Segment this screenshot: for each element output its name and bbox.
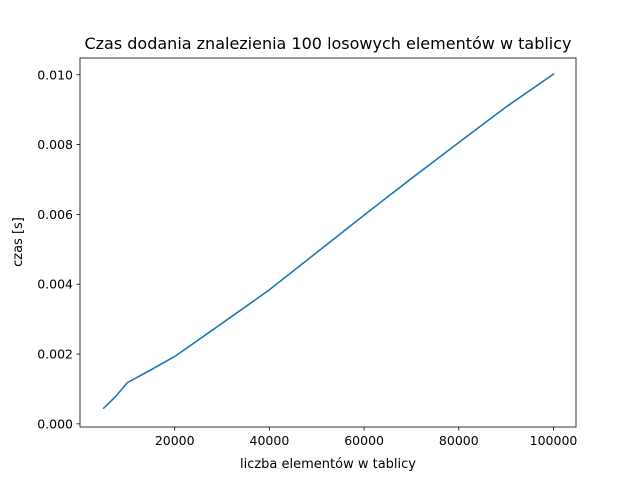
ticks-layer: 20000 40000 60000 80000 100000 0.000 0.002 0.00…	[37, 67, 577, 448]
y-tick-label: 0.010	[37, 67, 73, 82]
x-tick-label: 40000	[250, 433, 290, 448]
y-axis-label: czas [s]	[11, 217, 26, 267]
y-tick-label: 0.006	[37, 207, 73, 222]
series-layer	[102, 72, 555, 410]
x-tick-label: 80000	[439, 433, 479, 448]
x-axis-label: liczba elementów w tablicy	[240, 457, 416, 472]
plot-frame	[79, 57, 577, 428]
y-tick-label: 0.008	[37, 137, 73, 152]
x-tick-label: 60000	[344, 433, 384, 448]
series-line	[102, 72, 555, 410]
plot-area	[80, 58, 576, 427]
y-tick-label: 0.000	[37, 416, 73, 431]
chart-title: Czas dodania znalezienia 100 losowych el…	[84, 34, 571, 53]
x-tick-label: 100000	[530, 433, 578, 448]
y-tick-label: 0.004	[37, 277, 73, 292]
x-tick-label: 20000	[155, 433, 195, 448]
y-tick-label: 0.002	[37, 347, 73, 362]
